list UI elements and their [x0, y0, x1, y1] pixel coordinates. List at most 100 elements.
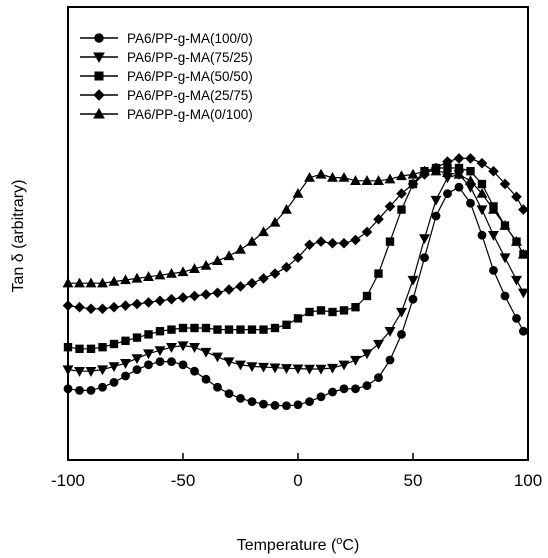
data-point — [86, 385, 96, 395]
legend: PA6/PP-g-MA(100/0) PA6/PP-g-MA(75/25) PA6/… — [80, 31, 253, 122]
data-point — [189, 290, 200, 302]
legend-marker — [93, 107, 105, 119]
data-point — [155, 357, 165, 367]
data-point — [178, 360, 188, 370]
data-point — [304, 239, 315, 251]
data-point — [223, 284, 235, 295]
data-point — [154, 346, 166, 357]
data-point — [385, 237, 395, 246]
legend-marker — [93, 89, 105, 101]
data-point — [108, 362, 120, 373]
data-point — [384, 327, 396, 337]
data-point — [270, 323, 280, 333]
data-point — [269, 216, 281, 227]
data-point — [511, 275, 522, 286]
data-point — [350, 234, 361, 246]
data-point — [384, 201, 396, 212]
data-point — [476, 205, 488, 216]
data-point — [328, 307, 337, 317]
data-point — [351, 384, 360, 394]
data-point — [189, 263, 200, 273]
data-point — [154, 269, 166, 280]
data-point — [361, 349, 373, 360]
data-point — [62, 300, 74, 311]
data-point — [200, 259, 212, 270]
data-point — [442, 156, 453, 167]
data-point — [466, 167, 475, 176]
data-point — [120, 274, 131, 285]
data-point — [97, 365, 108, 376]
data-point — [282, 320, 291, 329]
data-point — [74, 277, 85, 288]
data-point — [293, 400, 303, 410]
data-point — [85, 367, 97, 377]
data-point — [270, 401, 280, 410]
data-point — [281, 261, 292, 273]
data-point — [316, 306, 326, 315]
data-point — [74, 367, 85, 377]
data-point — [131, 298, 143, 310]
data-point — [305, 397, 314, 407]
data-point — [85, 303, 97, 315]
x-tick-label: 0 — [293, 471, 302, 490]
data-point — [327, 171, 338, 182]
data-point — [397, 329, 406, 339]
data-point — [235, 281, 246, 292]
data-point — [143, 349, 154, 360]
data-point — [350, 355, 361, 366]
legend-label: PA6/PP-g-MA(75/25) — [127, 50, 253, 65]
data-point — [488, 231, 499, 241]
data-point — [143, 297, 154, 308]
data-point — [384, 173, 396, 184]
data-point — [213, 325, 222, 334]
data-point — [120, 359, 131, 369]
y-axis-title: Tan δ (arbitrary) — [10, 180, 27, 293]
data-point — [305, 307, 314, 317]
data-point — [304, 364, 315, 375]
data-point — [259, 325, 268, 334]
data-point — [408, 294, 418, 304]
data-point — [373, 339, 384, 350]
data-point — [201, 374, 211, 384]
data-point — [281, 364, 292, 374]
data-point — [511, 191, 522, 203]
data-point — [155, 327, 165, 336]
legend-label: PA6/PP-g-MA(0/100) — [127, 107, 253, 122]
data-point — [189, 343, 200, 353]
data-point — [407, 168, 419, 179]
data-point — [292, 252, 304, 263]
data-point — [489, 265, 498, 275]
data-point — [465, 175, 476, 185]
data-point — [177, 292, 189, 303]
data-point — [361, 226, 373, 238]
data-point — [236, 393, 245, 403]
data-point — [246, 235, 258, 246]
data-point — [63, 343, 73, 352]
legend-label: PA6/PP-g-MA(100/0) — [127, 31, 253, 46]
data-point — [177, 341, 189, 352]
legend-label: PA6/PP-g-MA(25/75) — [127, 88, 253, 103]
data-point — [131, 354, 143, 365]
data-point — [361, 175, 373, 185]
data-point — [177, 266, 189, 277]
data-point — [108, 301, 120, 313]
data-point — [120, 300, 131, 311]
data-point — [236, 325, 245, 334]
x-tick-label: 100 — [514, 471, 542, 490]
data-point — [339, 384, 349, 394]
data-point — [304, 171, 315, 182]
series-1 — [63, 182, 528, 411]
data-point — [258, 273, 269, 284]
data-point — [166, 267, 177, 278]
data-point — [132, 365, 142, 375]
data-point — [281, 203, 292, 214]
legend-marker — [93, 52, 105, 64]
data-point — [373, 213, 384, 225]
data-point — [85, 277, 97, 288]
data-point — [258, 362, 269, 373]
legend-item: PA6/PP-g-MA(50/50) — [80, 69, 253, 84]
data-point — [315, 168, 327, 179]
data-point — [419, 165, 430, 176]
data-point — [431, 211, 441, 221]
x-tick-label: -50 — [171, 471, 196, 490]
